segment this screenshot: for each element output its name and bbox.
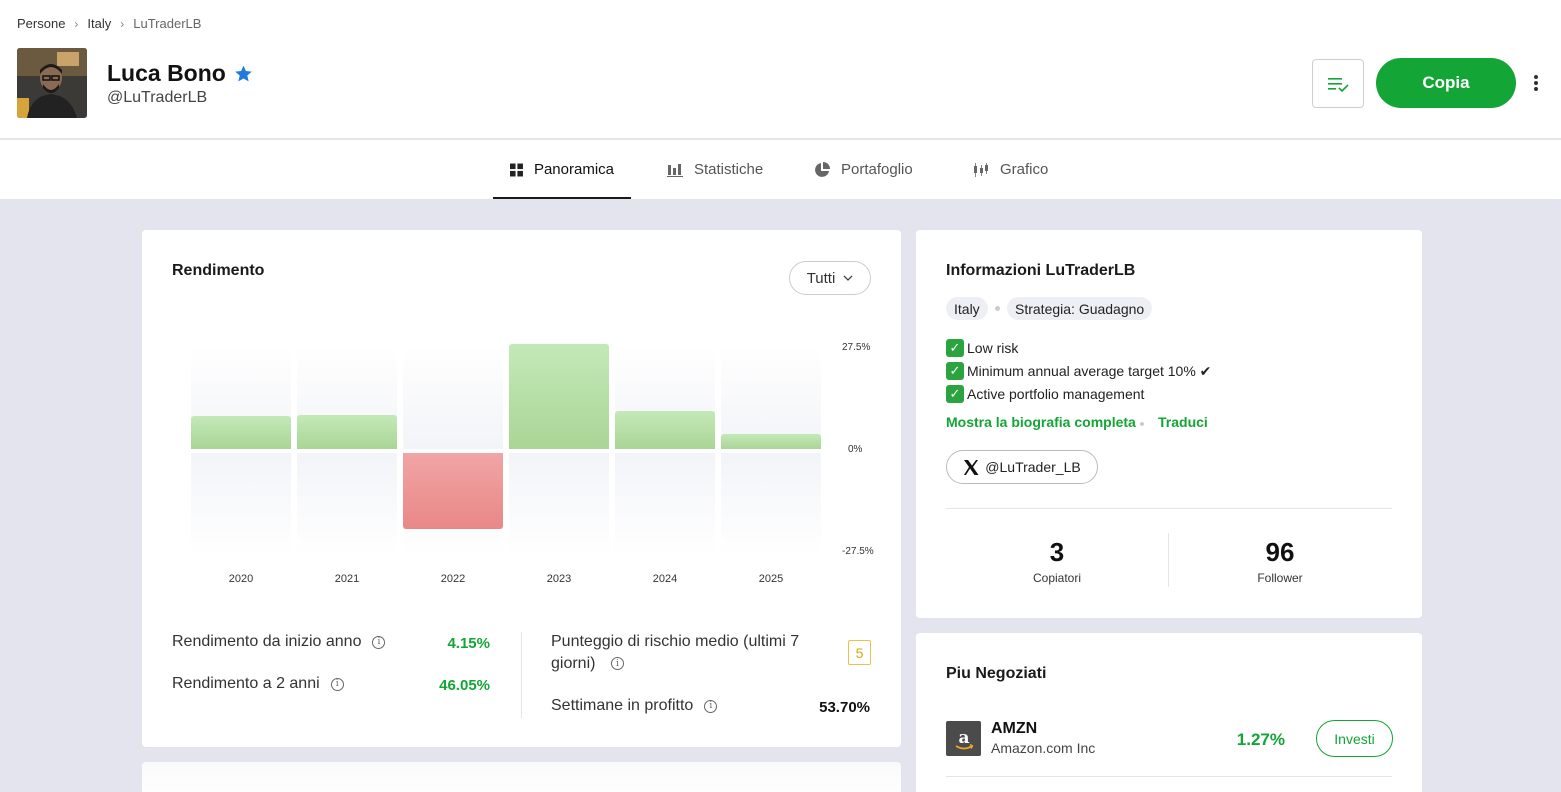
breadcrumb-item-current: LuTraderLB <box>133 16 202 31</box>
chart-y-tick: 27.5% <box>842 342 871 353</box>
chart-bar-2021[interactable] <box>297 414 397 449</box>
chart-x-label: 2022 <box>440 573 466 585</box>
chart-bar-2024[interactable] <box>615 410 715 449</box>
tab-portfolio[interactable]: Portafoglio <box>797 140 930 199</box>
profile-tabs: Panoramica Statistiche Portafoglio Grafi… <box>0 140 1561 199</box>
profile-handle: @LuTraderLB <box>107 89 208 106</box>
info-icon[interactable]: i <box>704 699 718 713</box>
amazon-logo-icon[interactable]: a <box>946 721 981 756</box>
chevron-down-icon <box>843 275 853 281</box>
chart-column-bg <box>721 345 821 449</box>
chart-x-label: 2025 <box>758 573 784 585</box>
show-full-bio-link[interactable]: Mostra la biografia completa <box>946 414 1136 430</box>
breadcrumb-item-country[interactable]: Italy <box>87 16 112 31</box>
bio-line: ✓ Low risk <box>946 339 1018 357</box>
chevron-right-icon: › <box>120 16 125 31</box>
tab-overview[interactable]: Panoramica <box>493 140 631 199</box>
check-icon: ✓ <box>946 339 964 357</box>
breadcrumb-item-people[interactable]: Persone <box>17 16 66 31</box>
profile-name: Luca Bono <box>107 60 253 87</box>
profitable-weeks-value: 53.70% <box>819 699 870 716</box>
info-icon[interactable]: i <box>372 635 386 649</box>
risk-score-badge: 5 <box>848 640 871 665</box>
strategy-chip[interactable]: Strategia: Guadagno <box>1007 297 1153 320</box>
chart-bar-2025[interactable] <box>721 433 821 449</box>
link-separator <box>1140 422 1144 426</box>
chart-column-bg <box>403 345 503 449</box>
asset-name: Amazon.com Inc <box>991 740 1096 756</box>
translate-link[interactable]: Traduci <box>1158 414 1208 430</box>
bio-line: ✓ Active portfolio management <box>946 385 1144 403</box>
about-card <box>916 230 1422 618</box>
chip-separator <box>995 306 1000 311</box>
chart-bar-2023[interactable] <box>509 344 609 449</box>
profile-header: Persone › Italy › LuTraderLB Luca Bono @… <box>0 0 1561 139</box>
breadcrumb: Persone › Italy › LuTraderLB <box>17 16 201 31</box>
bar-chart-icon <box>667 163 683 177</box>
check-icon: ✓ <box>946 362 964 380</box>
asset-divider <box>946 776 1392 777</box>
info-icon[interactable]: i <box>330 677 344 691</box>
watchlist-button[interactable] <box>1312 59 1364 108</box>
two-year-return-label: Rendimento a 2 anni i <box>172 673 344 695</box>
period-dropdown[interactable]: Tutti <box>789 261 871 295</box>
counts-divider <box>1168 533 1169 587</box>
chart-x-label: 2023 <box>546 573 572 585</box>
performance-title: Rendimento <box>172 262 265 279</box>
bio-line: ✓ Minimum annual average target 10% ✔ <box>946 362 1211 380</box>
chart-column-bg <box>509 453 609 555</box>
ytd-return-label: Rendimento da inizio anno i <box>172 631 386 653</box>
followers-count: 96 <box>1265 537 1295 567</box>
watchlist-check-icon <box>1328 77 1349 92</box>
followers-label: Follower <box>1257 571 1303 585</box>
copiers-label: Copiatori <box>1032 571 1082 585</box>
tab-chart[interactable]: Grafico <box>956 140 1065 199</box>
chart-x-label: 2024 <box>652 573 678 585</box>
check-icon: ✓ <box>946 385 964 403</box>
avatar <box>17 48 87 118</box>
asset-ticker[interactable]: AMZN <box>991 720 1038 737</box>
candlestick-icon <box>974 162 988 177</box>
profitable-weeks-label: Settimane in profitto i <box>551 695 718 717</box>
secondary-card <box>142 762 901 792</box>
asset-change: 1.27% <box>1236 730 1285 749</box>
chart-y-tick: 0% <box>848 444 863 455</box>
risk-score-label: Punteggio di rischio medio (ultimi 7 gio… <box>551 633 800 672</box>
chart-x-label: 2021 <box>334 573 360 585</box>
two-year-return-value: 46.05% <box>439 677 490 694</box>
ytd-return-value: 4.15% <box>447 635 490 652</box>
star-icon[interactable] <box>234 64 253 83</box>
invest-button[interactable]: Investi <box>1316 720 1393 757</box>
stats-divider <box>521 632 522 718</box>
most-traded-title: Piu Negoziati <box>946 665 1047 682</box>
x-profile-button[interactable]: @LuTrader_LB <box>946 450 1098 484</box>
chart-y-tick: -27.5% <box>842 546 874 557</box>
x-logo-icon <box>964 459 979 475</box>
tab-statistics[interactable]: Statistiche <box>650 140 780 199</box>
most-traded-card <box>916 633 1422 792</box>
about-divider <box>946 508 1392 509</box>
copiers-count: 3 <box>1049 537 1065 567</box>
chart-column-bg <box>191 453 291 555</box>
chart-column-bg <box>297 453 397 555</box>
pie-chart-icon <box>815 161 830 177</box>
chart-column-bg <box>721 453 821 555</box>
chart-column-bg <box>615 453 715 555</box>
grid-icon <box>510 163 523 176</box>
country-chip[interactable]: Italy <box>946 297 988 320</box>
chart-bar-2020[interactable] <box>191 416 291 449</box>
chart-bar-2022[interactable] <box>403 453 503 530</box>
chart-x-label: 2020 <box>228 573 254 585</box>
chevron-right-icon: › <box>74 16 79 31</box>
more-options-icon[interactable] <box>1528 72 1544 94</box>
copy-button[interactable]: Copia <box>1376 58 1516 108</box>
info-icon[interactable]: i <box>610 657 624 671</box>
about-title: Informazioni LuTraderLB <box>946 262 1136 279</box>
svg-text:a: a <box>958 728 969 748</box>
